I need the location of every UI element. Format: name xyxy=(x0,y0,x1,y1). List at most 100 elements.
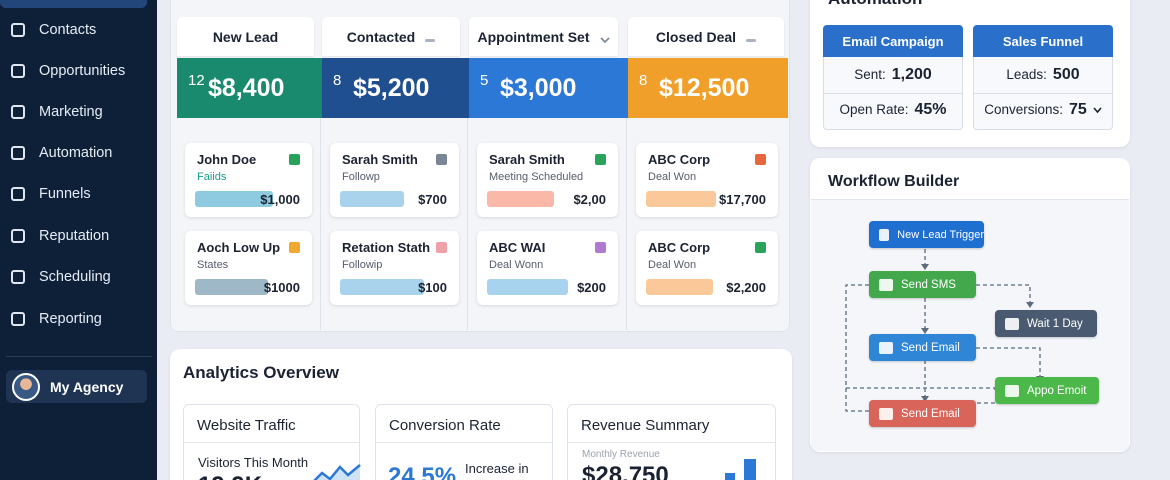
node-icon xyxy=(1005,384,1019,397)
stat-value: 500 xyxy=(1052,66,1080,83)
stage-name: New Lead xyxy=(212,28,279,45)
stage-summary: 8 $12,500 xyxy=(628,58,788,118)
nav-item[interactable]: Reputation xyxy=(6,221,147,251)
nav-item[interactable]: Funnels xyxy=(6,179,147,209)
workflow-node[interactable]: Send Email xyxy=(869,400,976,427)
stat-row: Conversions: 75 xyxy=(974,101,1112,123)
contact-name: John Doe xyxy=(197,152,257,167)
workflow-node[interactable]: Appo Emoit xyxy=(995,377,1099,404)
status-icon xyxy=(595,154,606,165)
deal-status: Deal Won xyxy=(648,171,697,183)
deal-card[interactable]: ABC Corp Deal Won $2,200 xyxy=(636,231,778,305)
workflow-node[interactable]: Send SMS xyxy=(869,271,976,298)
metric-value: 19.9K xyxy=(198,472,262,480)
stage-header[interactable]: Contacted xyxy=(322,17,460,56)
deal-card[interactable]: Retation Stath Followip $100 xyxy=(330,231,459,305)
active-nav-item[interactable] xyxy=(0,0,147,8)
divider xyxy=(184,442,359,443)
box-header xyxy=(973,25,1113,57)
stage-header[interactable]: Appointment Set xyxy=(469,17,618,56)
stat-label: Sent: xyxy=(854,67,886,82)
mini-bar xyxy=(725,473,735,480)
contact-name: ABC Corp xyxy=(648,240,711,255)
workflow-node[interactable]: New Lead Trigger xyxy=(869,221,984,248)
value-bar xyxy=(195,191,274,207)
nav-label: Contacts xyxy=(39,22,97,38)
box-title: Sales Funnel xyxy=(1002,34,1084,49)
deal-card[interactable]: Sarah Smith Followp $700 xyxy=(330,143,459,217)
divider xyxy=(974,93,1112,94)
deal-amount: $100 xyxy=(418,280,447,295)
stage-header[interactable]: Closed Deal xyxy=(628,17,784,56)
nav-icon xyxy=(11,105,25,119)
nav-item[interactable]: Reporting xyxy=(6,304,147,334)
deal-status: Meeting Scheduled xyxy=(489,171,584,183)
metric-title: Revenue Summary xyxy=(581,417,710,434)
node-label: New Lead Trigger xyxy=(897,228,984,241)
deal-status: Followp xyxy=(342,171,380,183)
deal-amount: $2,00 xyxy=(573,192,606,207)
icon xyxy=(425,38,436,42)
node-label: Wait 1 Day xyxy=(1027,317,1083,330)
icon xyxy=(599,36,610,43)
contact-name: ABC Corp xyxy=(648,152,711,167)
divider xyxy=(568,442,775,443)
nav-item[interactable]: Automation xyxy=(6,138,147,168)
stage-menu-icon xyxy=(746,32,757,42)
stage-total: $5,200 xyxy=(353,74,430,102)
campaign-box[interactable]: Email Campaign Sent: 1,200 Open Rate: 45% xyxy=(823,25,963,130)
box-title: Email Campaign xyxy=(842,34,944,49)
divider xyxy=(6,356,152,357)
section-title: Analytics Overview xyxy=(183,363,339,382)
deal-card[interactable]: Sarah Smith Meeting Scheduled $2,00 xyxy=(477,143,618,217)
contact-name: Aoch Low Up xyxy=(197,240,281,255)
column-divider xyxy=(467,118,468,330)
campaign-box[interactable]: Sales Funnel Leads: 500 Conversions: 75 xyxy=(973,25,1113,130)
deal-status: Followip xyxy=(342,259,383,271)
deal-card[interactable]: John Doe Faiids $1,000 xyxy=(185,143,312,217)
metric-label: Increase in xyxy=(465,461,529,476)
stat-row: Leads: 500 xyxy=(974,66,1112,88)
nav-item[interactable]: Scheduling xyxy=(6,262,147,292)
deal-count: 5 xyxy=(480,72,489,89)
node-icon xyxy=(1005,317,1019,330)
status-icon xyxy=(289,242,300,253)
column-divider xyxy=(320,118,321,330)
node-icon xyxy=(879,341,893,354)
stat-value: 1,200 xyxy=(891,66,932,83)
value-bar xyxy=(646,191,716,207)
deal-amount: $17,700 xyxy=(719,192,766,207)
deal-count: 8 xyxy=(333,72,342,89)
contact-name: ABC WAI xyxy=(489,240,546,255)
workflow-node[interactable]: Send Email xyxy=(869,334,976,361)
stat-value: 75 xyxy=(1069,101,1087,118)
metric-card: Website Traffic Visitors This Month 19.9K xyxy=(183,404,361,480)
value-bar xyxy=(340,279,424,295)
nav-item[interactable]: Contacts xyxy=(6,15,147,45)
nav-icon xyxy=(11,270,25,284)
workflow-node[interactable]: Wait 1 Day xyxy=(995,310,1097,337)
nav-icon xyxy=(11,229,25,243)
account-switcher[interactable]: My Agency xyxy=(6,370,147,403)
dropdown-icon xyxy=(1093,107,1102,114)
node-label: Send Email xyxy=(901,407,960,420)
stage-header[interactable]: New Lead xyxy=(177,17,314,56)
deal-amount: $700 xyxy=(418,192,447,207)
deal-card[interactable]: ABC Corp Deal Won $17,700 xyxy=(636,143,778,217)
box-header xyxy=(823,25,963,57)
deal-card[interactable]: Aoch Low Up States $1000 xyxy=(185,231,312,305)
nav-item[interactable]: Marketing xyxy=(6,97,147,127)
nav-label: Reputation xyxy=(39,228,110,244)
nav-item[interactable]: Opportunities xyxy=(6,56,147,86)
deal-status: States xyxy=(197,259,229,271)
stage-name: Closed Deal xyxy=(655,28,737,45)
deal-count: 12 xyxy=(188,72,205,89)
deal-card[interactable]: ABC WAI Deal Wonn $200 xyxy=(477,231,618,305)
metric-card: Revenue Summary Monthly Revenue $28,750 xyxy=(567,404,776,480)
nav-label: Scheduling xyxy=(39,269,111,285)
nav-icon xyxy=(11,312,25,326)
nav-label: Automation xyxy=(39,145,113,161)
status-icon xyxy=(289,154,300,165)
nav-label: Funnels xyxy=(39,186,91,202)
